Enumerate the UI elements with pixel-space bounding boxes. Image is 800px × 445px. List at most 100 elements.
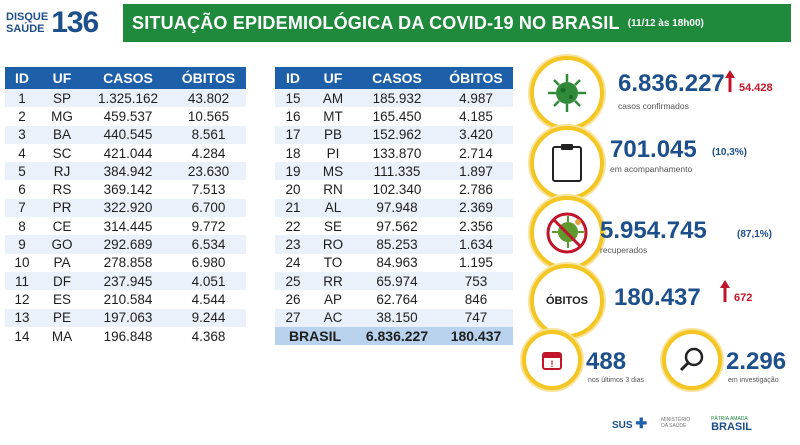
recovered-label: recuperados xyxy=(600,245,648,255)
cell-id: 25 xyxy=(275,271,311,291)
investigation-value: 2.296 xyxy=(726,348,787,375)
cell-obitos: 6.534 xyxy=(171,235,246,254)
cell-id: 2 xyxy=(5,107,39,126)
cell-obitos: 9.244 xyxy=(171,308,246,327)
cell-casos: 1.325.162 xyxy=(85,89,171,108)
cell-casos: 196.848 xyxy=(85,326,171,346)
recent-value: 488 xyxy=(586,348,627,375)
cell-id: 24 xyxy=(275,253,311,272)
cell-casos: 210.584 xyxy=(85,290,171,309)
plus-icon: ✚ xyxy=(635,414,648,431)
date-label: (11/12 às 18h00) xyxy=(627,17,704,29)
cell-id: 15 xyxy=(275,89,311,108)
table-row: 18 PI 133.870 2.714 xyxy=(275,143,513,163)
confirmed-delta: 54.428 xyxy=(739,82,773,94)
brasil-text: BRASIL xyxy=(711,421,753,433)
investigation-circle xyxy=(662,330,722,390)
cell-obitos: 1.634 xyxy=(439,235,513,254)
cell-casos: 38.150 xyxy=(355,308,439,327)
cell-casos: 278.858 xyxy=(85,253,171,272)
cell-obitos: 4.368 xyxy=(171,326,246,346)
cell-id: 9 xyxy=(5,235,39,254)
deaths-badge: ÓBITOS xyxy=(546,295,588,307)
cell-casos: 85.253 xyxy=(355,235,439,254)
up-arrow-icon xyxy=(720,280,730,302)
cell-uf: SE xyxy=(311,217,355,236)
table-row: 13 PE 197.063 9.244 xyxy=(5,308,246,327)
recent-label: nos últimos 3 dias xyxy=(588,377,645,384)
table-row: 6 RS 369.142 7.513 xyxy=(5,180,246,199)
cell-obitos: 2.356 xyxy=(439,217,513,236)
calendar-icon: ! xyxy=(542,352,562,370)
cell-uf: AM xyxy=(311,89,355,108)
cell-id: 12 xyxy=(5,290,39,309)
col-casos: CASOS xyxy=(85,67,171,89)
table-row: 24 TO 84.963 1.195 xyxy=(275,253,513,272)
cell-uf: CE xyxy=(39,217,85,236)
cell-uf: RO xyxy=(311,235,355,254)
cell-uf: PR xyxy=(39,198,85,218)
table-row: 27 AC 38.150 747 xyxy=(275,308,513,327)
cell-obitos: 2.369 xyxy=(439,198,513,218)
deaths-value: 180.437 xyxy=(614,284,701,311)
states-table-left: ID UF CASOS ÓBITOS 1 SP 1.325.162 43.802 2 MG… xyxy=(5,67,246,346)
cell-obitos: 43.802 xyxy=(171,89,246,108)
cell-id: 22 xyxy=(275,217,311,236)
col-uf: UF xyxy=(39,67,85,89)
cell-uf: AC xyxy=(311,308,355,327)
cell-casos: 292.689 xyxy=(85,235,171,254)
cell-id: 4 xyxy=(5,143,39,163)
table-row: 9 GO 292.689 6.534 xyxy=(5,235,246,254)
cell-obitos: 4.544 xyxy=(171,290,246,309)
col-obitos: ÓBITOS xyxy=(171,67,246,89)
monitoring-value: 701.045 xyxy=(610,136,697,163)
deaths-circle: ÓBITOS xyxy=(530,264,604,338)
cell-uf: SC xyxy=(39,143,85,163)
recovered-value: 5.954.745 xyxy=(600,217,707,244)
cell-casos: 133.870 xyxy=(355,143,439,163)
cell-obitos: 753 xyxy=(439,271,513,291)
cell-id: 7 xyxy=(5,198,39,218)
table-row: 8 CE 314.445 9.772 xyxy=(5,217,246,236)
sus-logo: SUS ✚ xyxy=(612,415,647,432)
cell-id: 8 xyxy=(5,217,39,236)
monitoring-label: em acompanhamento xyxy=(610,164,693,174)
confirmed-value: 6.836.227 xyxy=(618,70,725,97)
table-row: 10 PA 278.858 6.980 xyxy=(5,253,246,272)
cell-casos: 384.942 xyxy=(85,162,171,181)
cell-casos: 97.948 xyxy=(355,198,439,218)
table-row: 20 RN 102.340 2.786 xyxy=(275,180,513,199)
table-row: 22 SE 97.562 2.356 xyxy=(275,217,513,236)
cell-obitos: 23.630 xyxy=(171,162,246,181)
recent-circle: ! xyxy=(522,330,582,390)
svg-text:!: ! xyxy=(551,359,554,369)
cell-id: 14 xyxy=(5,326,39,346)
cell-id: 18 xyxy=(275,143,311,163)
states-table-right: ID UF CASOS ÓBITOS 15 AM 185.932 4.987 16 MT 1… xyxy=(275,67,513,346)
table-row: 3 BA 440.545 8.561 xyxy=(5,125,246,144)
cell-obitos: 846 xyxy=(439,290,513,309)
logo-number: 136 xyxy=(51,6,99,39)
cell-casos: 165.450 xyxy=(355,107,439,126)
table-row: 26 AP 62.764 846 xyxy=(275,290,513,309)
no-virus-icon xyxy=(546,212,588,254)
table-row: 21 AL 97.948 2.369 xyxy=(275,198,513,218)
cell-uf: RN xyxy=(311,180,355,199)
cell-uf: SP xyxy=(39,89,85,108)
cell-obitos: 6.700 xyxy=(171,198,246,218)
total-cases: 6.836.227 xyxy=(355,326,439,346)
cell-id: 6 xyxy=(5,180,39,199)
table-row: 15 AM 185.932 4.987 xyxy=(275,89,513,108)
cell-obitos: 7.513 xyxy=(171,180,246,199)
cell-uf: AL xyxy=(311,198,355,218)
cell-casos: 65.974 xyxy=(355,271,439,291)
cell-obitos: 4.284 xyxy=(171,143,246,163)
cell-casos: 322.920 xyxy=(85,198,171,218)
clipboard-icon xyxy=(552,144,582,182)
cell-casos: 237.945 xyxy=(85,271,171,291)
col-id: ID xyxy=(5,67,39,89)
cell-obitos: 1.897 xyxy=(439,162,513,181)
cell-uf: GO xyxy=(39,235,85,254)
cell-obitos: 4.987 xyxy=(439,89,513,108)
patria-text: PÁTRIA AMADA xyxy=(711,416,748,422)
